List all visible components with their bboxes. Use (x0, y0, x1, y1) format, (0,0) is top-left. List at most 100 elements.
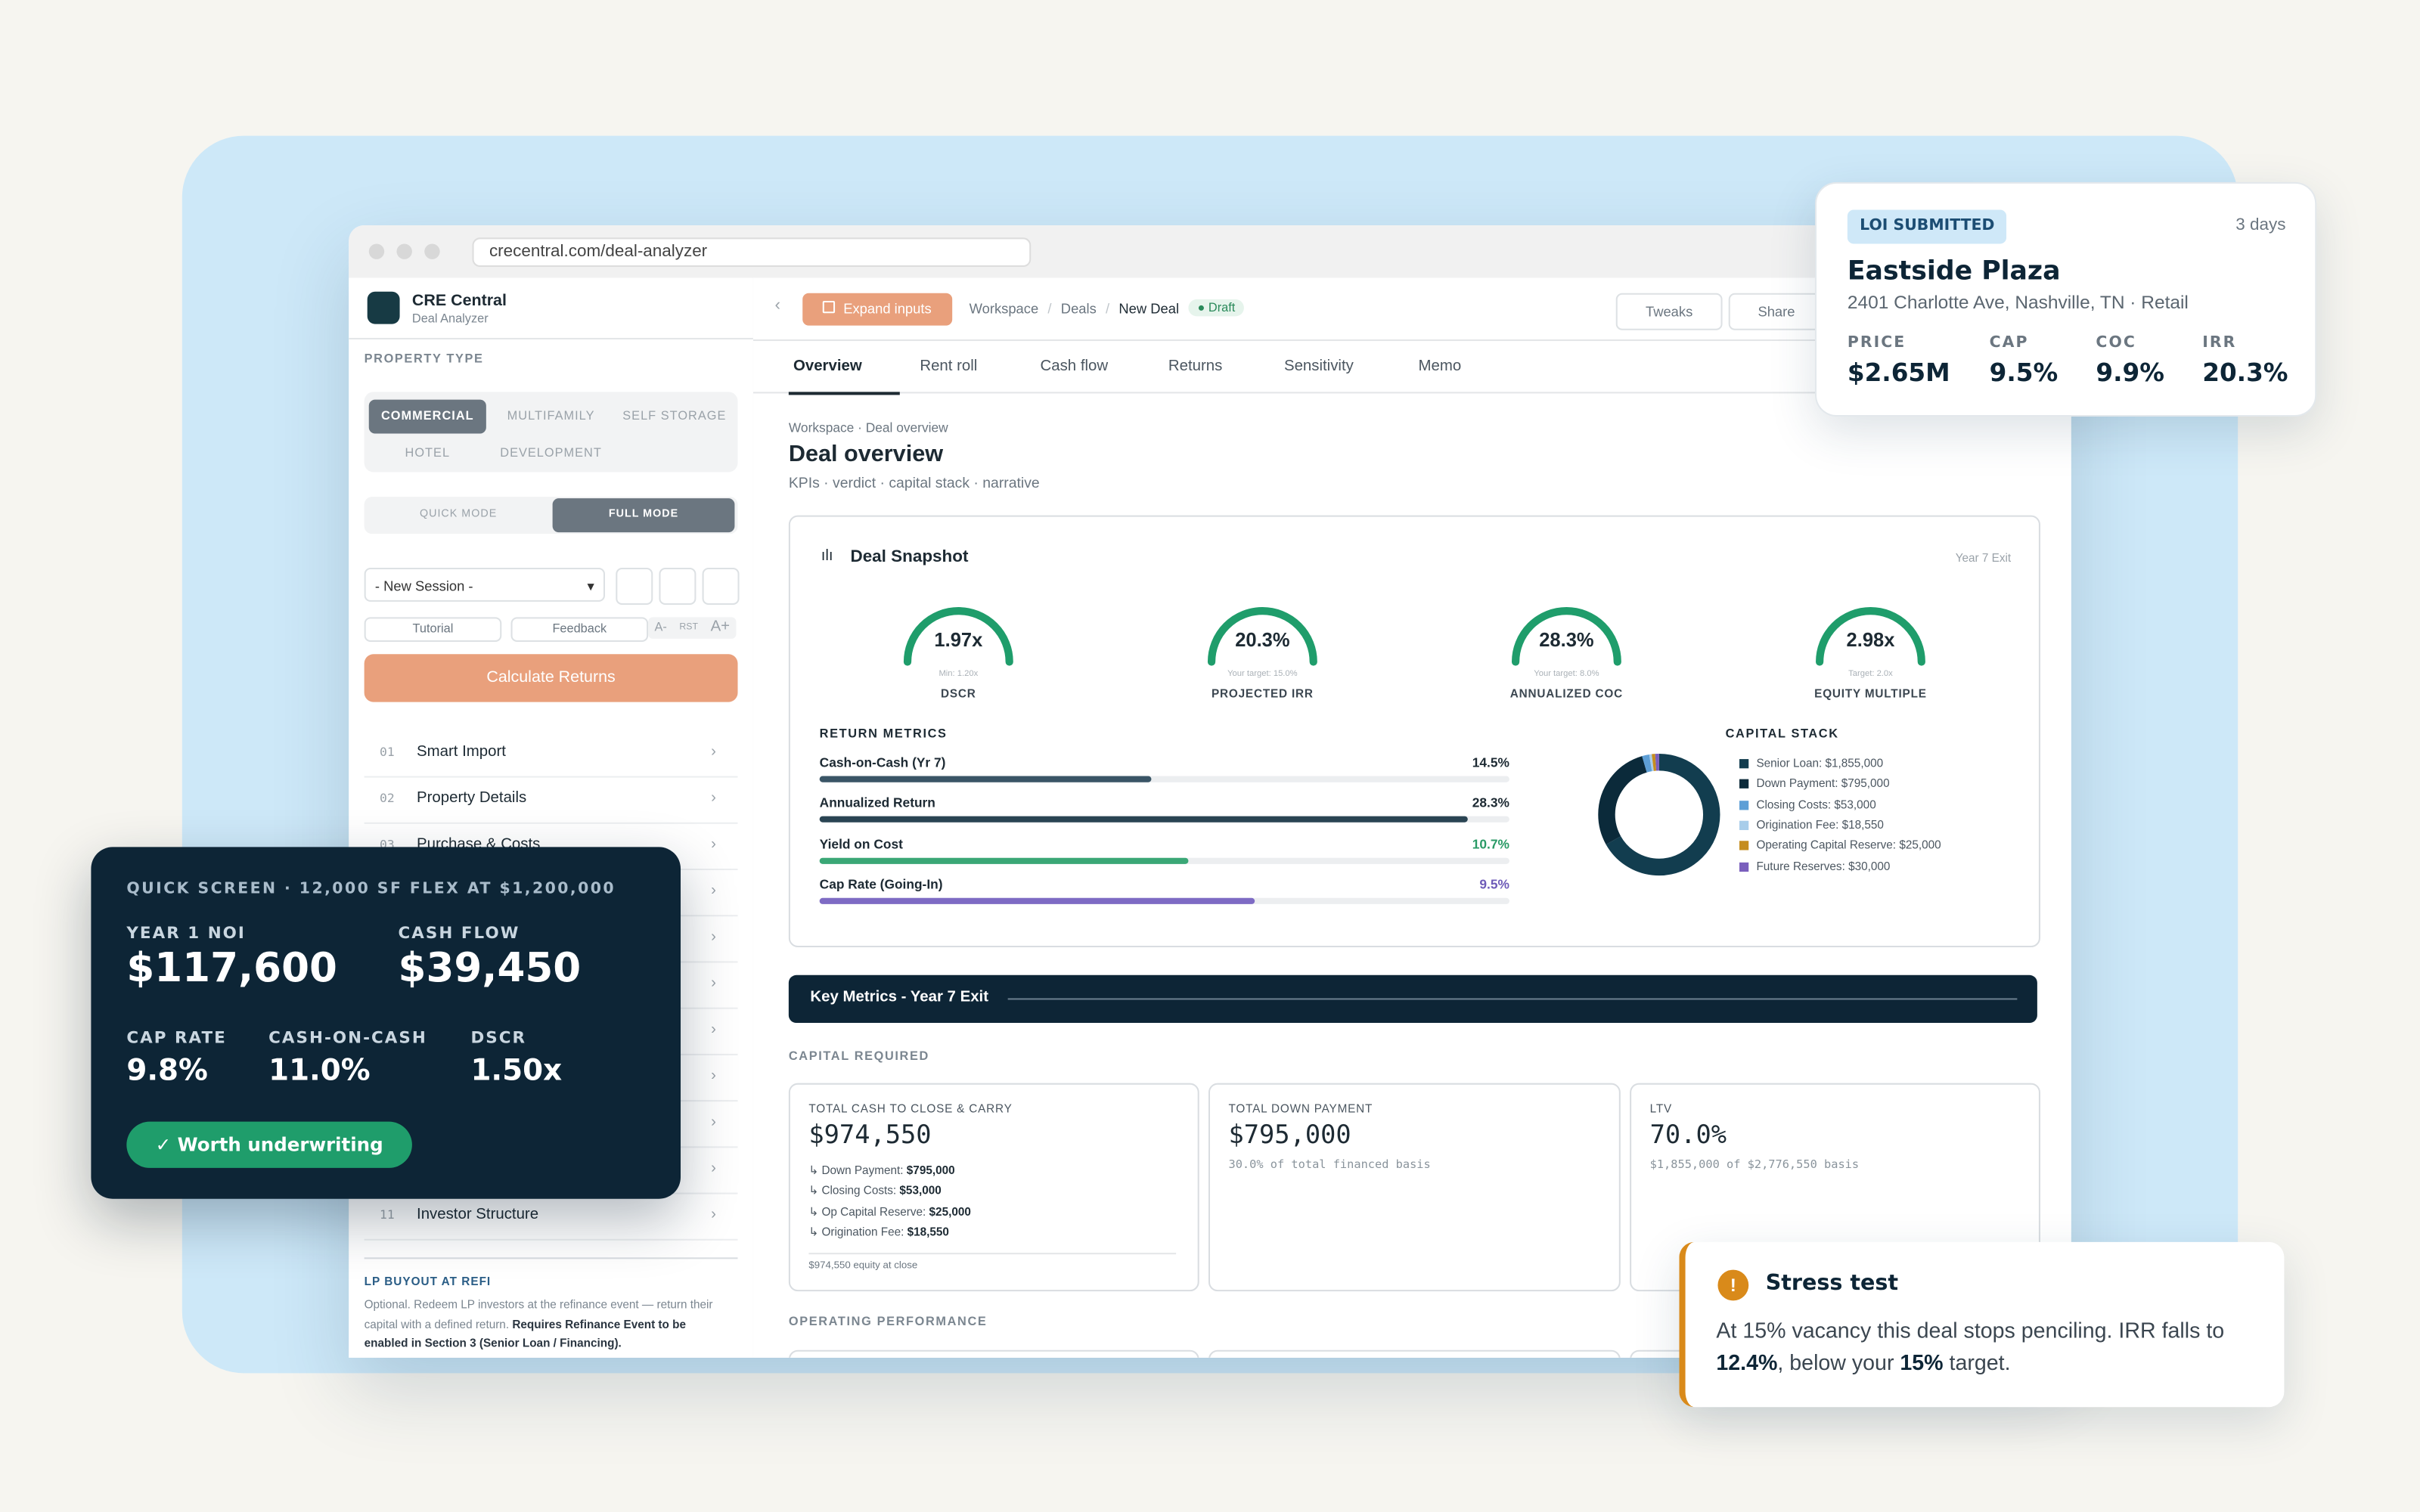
mode-option[interactable]: FULL MODE (552, 498, 735, 533)
decoration[interactable]: Workspace (969, 299, 1039, 316)
line-label: ↳ Origination Fee: (808, 1225, 908, 1239)
decoration[interactable]: Deals (1060, 299, 1097, 316)
deal-snapshot: ılı Deal Snapshot Year 7 Exit RETURN MET… (788, 515, 2040, 948)
chevron: › (711, 882, 716, 900)
topbar (752, 277, 2071, 342)
decoration: Requires Refinance Event to be enabled i… (364, 1316, 686, 1350)
type-option[interactable]: DEVELOPMENT (500, 445, 602, 460)
decoration (788, 392, 900, 395)
legend-label: Future Reserves: $30,000 (1756, 858, 1891, 873)
decoration: 15% (1900, 1349, 1944, 1375)
legend-label: Senior Loan: $1,855,000 (1756, 755, 1884, 770)
loi-metric-value: 20.3% (2202, 358, 2288, 388)
tab[interactable]: Rent roll (920, 358, 978, 375)
tab[interactable]: Sensitivity (1283, 358, 1354, 375)
type-option[interactable]: SELF STORAGE (622, 408, 727, 423)
loi-metric-value: $2.65M (1847, 358, 1950, 388)
decoration: / (1047, 299, 1052, 316)
decoration (752, 392, 2071, 394)
gauge-label: DSCR (941, 686, 976, 701)
card-value: 70.0% (1649, 1120, 1727, 1150)
decoration (1007, 998, 2018, 1000)
quick-label: CASH FLOW (398, 924, 520, 943)
tutorial-button[interactable]: Tutorial (364, 617, 502, 642)
type-selector: COMMERCIAL MULTIFAMILY SELF STORAGE HOTE… (364, 392, 738, 472)
section-row[interactable]: 01 Smart Import › (364, 730, 738, 778)
quick-value: 1.50x (470, 1053, 563, 1088)
decoration (788, 1349, 1199, 1358)
feedback-button[interactable]: Feedback (510, 617, 649, 642)
type-option[interactable]: MULTIFAMILY (507, 408, 595, 423)
tab[interactable]: Memo (1418, 358, 1462, 375)
decoration: Draft (1208, 300, 1236, 315)
decoration (659, 568, 697, 605)
return-label: Cap Rate (Going-In) (819, 875, 943, 892)
gauge-label: EQUITY MULTIPLE (1814, 686, 1927, 701)
gauge-note: Target: 2.0x (1848, 669, 1893, 679)
decoration: Key Metrics - Year 7 Exit (810, 989, 989, 1006)
loi-metric-label: CAP (1989, 334, 2029, 352)
loi-metric-value: 9.9% (2096, 358, 2164, 388)
card-label: TOTAL CASH TO CLOSE & CARRY (808, 1101, 1013, 1116)
gauge-arc (903, 607, 1013, 666)
tweaks-button[interactable]: Tweaks (1615, 293, 1723, 330)
font-controls: A- RST A+ (648, 617, 737, 639)
operating-title: OPERATING PERFORMANCE (788, 1314, 988, 1329)
tab[interactable]: Cash flow (1040, 358, 1109, 375)
legend-label: Operating Capital Reserve: $25,000 (1756, 838, 1941, 852)
gauge-value: 2.98x (1846, 629, 1895, 652)
browser-chrome: crecentral.com/deal-analyzer (349, 225, 2071, 280)
loi-address: 2401 Charlotte Ave, Nashville, TN · Reta… (1847, 291, 2189, 314)
card-line: ↳ Op Capital Reserve: $25,000 (808, 1204, 971, 1218)
mode-option[interactable]: QUICK MODE (419, 509, 498, 520)
font-control[interactable]: RST (679, 623, 698, 633)
card-value: $795,000 (1228, 1120, 1351, 1150)
type-option[interactable]: COMMERCIAL (368, 399, 486, 434)
stress-title: Stress test (1765, 1271, 1899, 1297)
decoration (823, 300, 836, 314)
tab[interactable]: Returns (1168, 358, 1223, 375)
chevron: › (711, 928, 716, 947)
section-label: Investor Structure (417, 1206, 539, 1224)
line-label: ↳ Closing Costs: (808, 1183, 900, 1198)
font-control[interactable]: A+ (710, 618, 731, 636)
session-select[interactable]: - New Session - ▾ (364, 568, 605, 602)
section-row[interactable]: 02 Property Details › (364, 776, 738, 824)
loi-name: Eastside Plaza (1847, 256, 2061, 287)
bar-fill (819, 776, 1151, 782)
gauge-label: ANNUALIZED COC (1509, 686, 1624, 701)
font-control[interactable]: A- (654, 620, 667, 634)
returns-title: RETURN METRICS (819, 727, 948, 741)
expand-button[interactable]: Expand inputs (802, 293, 953, 326)
share-button[interactable]: Share (1728, 293, 1825, 330)
section-number: 11 (380, 1207, 395, 1222)
decoration (396, 243, 412, 259)
chevron: › (711, 1206, 716, 1224)
quick-label: CASH-ON-CASH (268, 1029, 427, 1048)
gauge-arc (1207, 607, 1317, 666)
loi-card: LOI SUBMITTED 3 days Eastside Plaza 2401… (1814, 181, 2317, 417)
return-value: 14.5% (1472, 754, 1509, 770)
quick-value: $39,450 (398, 946, 582, 993)
tab[interactable]: Overview (793, 358, 862, 375)
return-label: Cash-on-Cash (Yr 7) (819, 754, 946, 770)
quick-screen-card: QUICK SCREEN · 12,000 SF FLEX AT $1,200,… (91, 847, 681, 1199)
gauge-value: 1.97x (934, 629, 983, 652)
type-option[interactable]: HOTEL (405, 445, 451, 460)
quick-title: QUICK SCREEN · 12,000 SF FLEX AT $1,200,… (126, 881, 616, 898)
warning-icon: ! (1717, 1269, 1749, 1301)
chevron: › (711, 1021, 716, 1039)
section-row[interactable]: 11 Investor Structure › (364, 1193, 738, 1241)
brand: CRE Central (411, 291, 507, 311)
loi-metric-label: PRICE (1847, 334, 1907, 352)
card-note: $1,855,000 of $2,776,550 basis (1649, 1157, 1860, 1171)
bar-fill (819, 857, 1189, 864)
chevron: › (711, 789, 716, 807)
calculate-button[interactable]: Calculate Returns (364, 654, 738, 702)
legend-swatch (1739, 759, 1749, 769)
page-subtitle: KPIs · verdict · capital stack · narrati… (788, 475, 1040, 493)
quick-label: DSCR (470, 1029, 527, 1048)
decoration: New Deal (1118, 299, 1180, 316)
